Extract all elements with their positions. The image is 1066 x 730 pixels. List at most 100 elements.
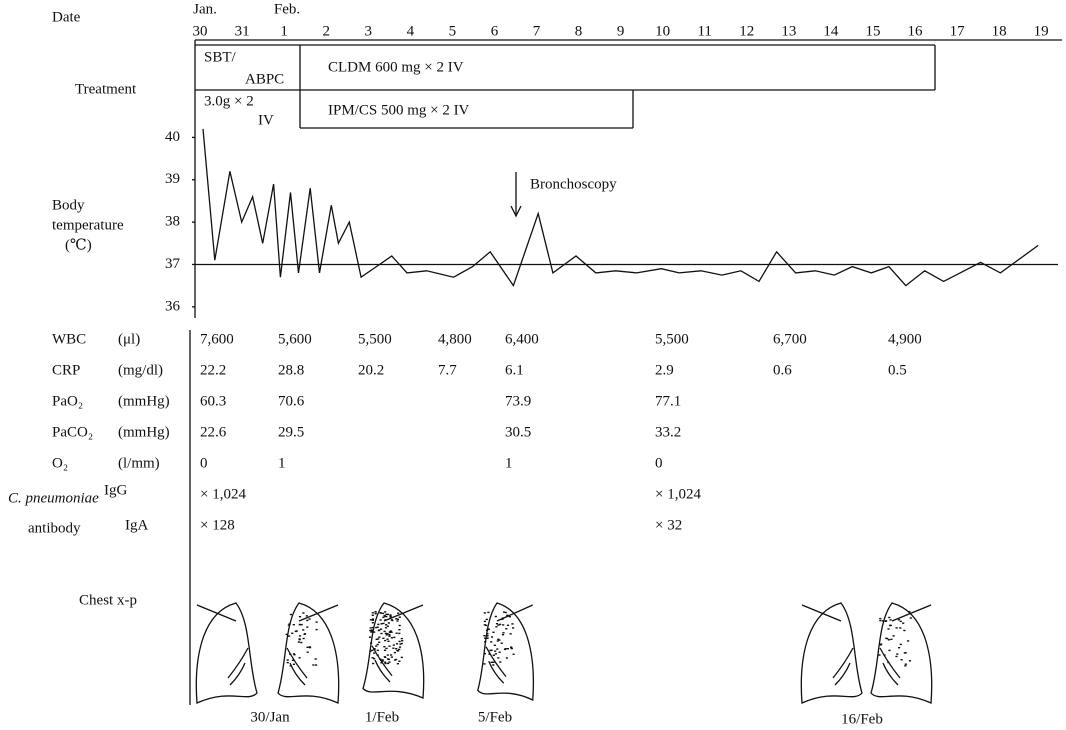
infiltrate (497, 657, 499, 658)
xp-date: 5/Feb (478, 709, 512, 725)
infiltrate (377, 638, 379, 639)
infiltrate (382, 660, 384, 661)
infiltrate (388, 661, 390, 662)
infiltrate (496, 648, 498, 649)
infiltrate (885, 620, 887, 621)
infiltrate (306, 626, 308, 627)
infiltrate (377, 644, 379, 645)
lab-value: 77.1 (655, 393, 681, 409)
infiltrate (377, 650, 379, 651)
infiltrate (401, 638, 403, 639)
treatment-label: Treatment (75, 81, 137, 97)
infiltrate (513, 654, 515, 655)
infiltrate (484, 612, 486, 613)
lab-value: 0.6 (773, 362, 792, 378)
day-label: 3 (365, 23, 373, 39)
infiltrate (879, 620, 881, 621)
infiltrate (382, 659, 384, 660)
infiltrate (484, 638, 486, 639)
clavicle (197, 605, 236, 621)
drug: ABPC (245, 71, 284, 87)
infiltrate (315, 664, 317, 665)
infiltrate (312, 664, 314, 665)
infiltrate (907, 640, 909, 641)
lab-value: × 32 (655, 517, 682, 533)
y-tick-label: 37 (165, 256, 181, 272)
lab-value: 5,500 (655, 331, 689, 347)
lab-value: 60.3 (200, 393, 226, 409)
infiltrate (496, 623, 498, 624)
infiltrate (491, 650, 493, 651)
day-label: 5 (449, 23, 457, 39)
infiltrate (507, 648, 509, 649)
infiltrate (288, 635, 290, 636)
infiltrate (380, 633, 382, 634)
infiltrate (903, 630, 905, 631)
infiltrate (372, 622, 374, 623)
infiltrate (373, 658, 375, 659)
lab-unit: (mmHg) (118, 424, 170, 440)
infiltrate (384, 611, 386, 612)
infiltrate (890, 639, 892, 640)
infiltrate (375, 613, 377, 614)
lab-name: PaCO₂ (52, 424, 93, 440)
infiltrate (880, 644, 882, 645)
infiltrate (900, 621, 902, 622)
infiltrate (371, 650, 373, 651)
infiltrate (887, 662, 889, 663)
infiltrate (298, 641, 300, 642)
infiltrate (499, 652, 501, 653)
lab-value: 20.2 (358, 362, 384, 378)
lab-unit: (mmHg) (118, 393, 170, 409)
infiltrate (387, 641, 389, 642)
infiltrate (502, 632, 504, 633)
day-label: 17 (950, 23, 966, 39)
day-label: 13 (781, 23, 796, 39)
infiltrate (391, 637, 393, 638)
day-label: 7 (533, 23, 541, 39)
infiltrate (300, 624, 302, 625)
infiltrate (293, 653, 295, 654)
infiltrate (385, 627, 387, 628)
infiltrate (382, 638, 384, 639)
infiltrate (307, 647, 309, 648)
infiltrate (909, 660, 911, 661)
infiltrate (487, 612, 489, 613)
infiltrate (373, 652, 375, 653)
infiltrate (491, 662, 493, 663)
infiltrate (506, 657, 508, 658)
infiltrate (484, 621, 486, 622)
infiltrate (287, 662, 289, 663)
infiltrate (486, 630, 488, 631)
infiltrate (399, 641, 401, 642)
day-label: 14 (823, 23, 839, 39)
infiltrate (398, 633, 400, 634)
date-label: Date (52, 9, 81, 25)
infiltrate (490, 641, 492, 642)
infiltrate (372, 612, 374, 613)
infiltrate (384, 640, 386, 641)
day-label: 12 (739, 23, 754, 39)
lab-value: × 1,024 (655, 486, 701, 502)
day-label: 8 (575, 23, 583, 39)
day-label: 6 (491, 23, 499, 39)
lab-value: 5,500 (358, 331, 392, 347)
vessel (833, 648, 853, 685)
lab-value: 7,600 (200, 331, 234, 347)
infiltrate (378, 629, 380, 630)
temperature-line (203, 129, 1038, 286)
infiltrate (386, 639, 388, 640)
clinical-course: Date Jan. Feb. Treatment SBT/ ABPC 3.0g … (0, 0, 1066, 730)
y-label: temperature (52, 217, 124, 233)
xp-date: 16/Feb (841, 711, 883, 727)
infiltrate (388, 646, 390, 647)
infiltrate (387, 654, 389, 655)
infiltrate (502, 617, 504, 618)
infiltrate (399, 617, 401, 618)
lab-value: × 128 (200, 517, 235, 533)
infiltrate (386, 634, 388, 635)
infiltrate (888, 617, 890, 618)
infiltrate (378, 637, 380, 638)
infiltrate (395, 618, 397, 619)
lab-value: 0.5 (888, 362, 907, 378)
